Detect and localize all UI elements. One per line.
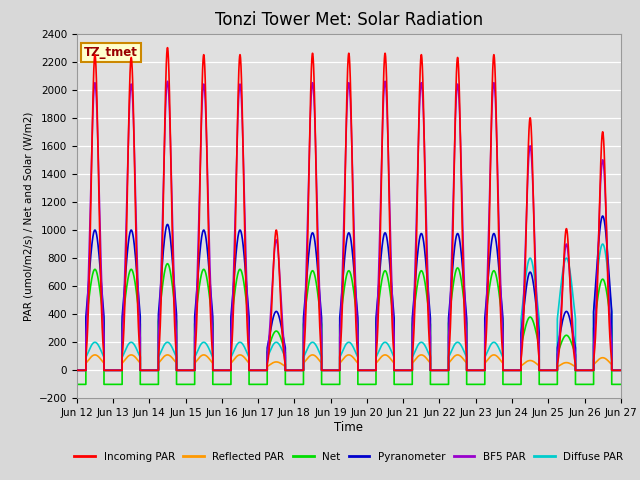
Text: TZ_tmet: TZ_tmet — [84, 47, 138, 60]
Title: Tonzi Tower Met: Solar Radiation: Tonzi Tower Met: Solar Radiation — [215, 11, 483, 29]
Legend: Incoming PAR, Reflected PAR, Net, Pyranometer, BF5 PAR, Diffuse PAR: Incoming PAR, Reflected PAR, Net, Pyrano… — [70, 448, 627, 466]
X-axis label: Time: Time — [334, 421, 364, 434]
Y-axis label: PAR (umol/m2/s) / Net and Solar (W/m2): PAR (umol/m2/s) / Net and Solar (W/m2) — [23, 111, 33, 321]
